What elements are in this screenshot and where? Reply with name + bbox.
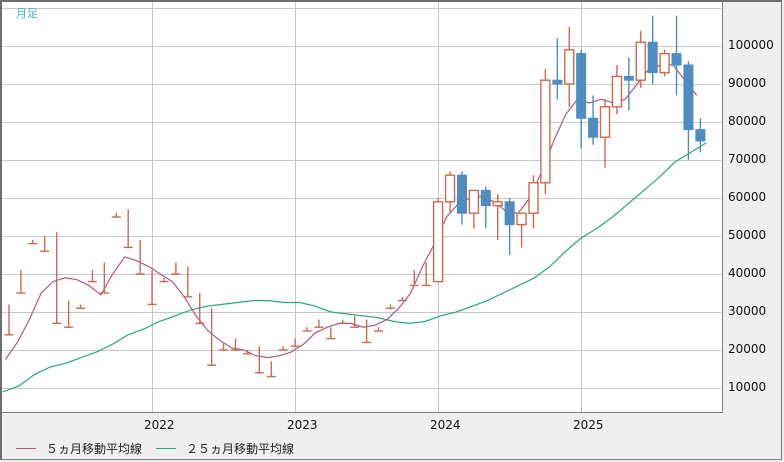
period-label: 月足	[16, 7, 38, 20]
ma25-line-swatch	[156, 448, 177, 449]
legend: ５ヵ月移動平均線 ２５ヵ月移動平均線	[16, 440, 308, 457]
x-tick-label: 2025	[573, 418, 604, 432]
y-tick-label: 10000	[728, 380, 767, 394]
y-tick-label: 30000	[728, 304, 767, 318]
y-tick-label: 80000	[728, 114, 767, 128]
y-tick-label: 50000	[728, 228, 767, 242]
y-tick-label: 100000	[728, 38, 774, 52]
legend-label: ２５ヵ月移動平均線	[186, 442, 295, 456]
ma5-line-swatch	[16, 448, 36, 449]
legend-item-ma25: ２５ヵ月移動平均線	[156, 440, 294, 457]
candlestick-chart	[2, 2, 722, 412]
y-tick-label: 90000	[728, 76, 767, 90]
y-tick-label: 40000	[728, 266, 767, 280]
y-tick-label: 70000	[728, 152, 767, 166]
plot-area	[2, 2, 723, 413]
y-tick-label: 60000	[728, 190, 767, 204]
legend-item-ma5: ５ヵ月移動平均線	[16, 440, 142, 457]
x-tick-label: 2024	[430, 418, 461, 432]
y-tick-label: 20000	[728, 342, 767, 356]
x-tick-label: 2022	[144, 418, 175, 432]
legend-label: ５ヵ月移動平均線	[46, 442, 143, 456]
x-tick-label: 2023	[287, 418, 318, 432]
